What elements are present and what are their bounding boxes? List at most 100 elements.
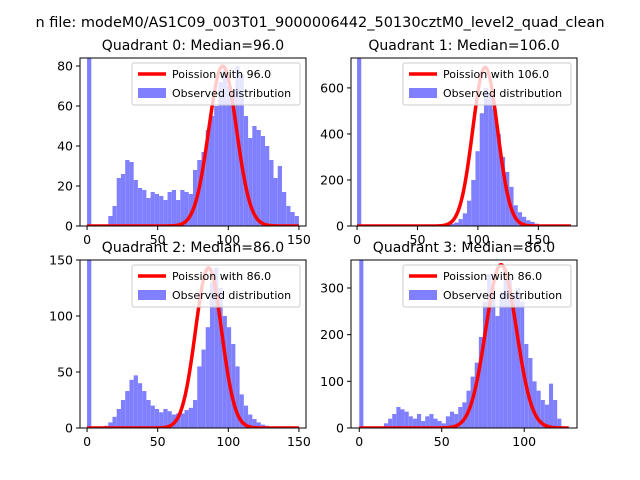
histogram-bar	[142, 190, 147, 226]
histogram-bar	[214, 106, 219, 226]
histogram-bar	[87, 260, 92, 428]
legend-label-poisson: Poission with 96.0	[172, 68, 271, 81]
histogram-bar	[116, 408, 121, 428]
histogram-bar	[462, 213, 468, 226]
histogram-bar	[548, 383, 554, 428]
legend-label-poisson: Poission with 86.0	[172, 270, 271, 283]
histogram-bar	[429, 414, 434, 428]
subplot-grid: 0 50 100 150 0 20 40 60 80 Quadrant 0: Median=96.…	[49, 38, 578, 449]
legend-box	[402, 264, 572, 308]
histogram-bar	[499, 292, 504, 428]
histogram-bar	[108, 422, 113, 428]
histogram-bar	[454, 222, 459, 226]
histogram-bar	[108, 216, 113, 226]
x-tick-label: 150	[287, 434, 311, 449]
y-tick-label: 50	[57, 365, 73, 380]
y-tick-label: 0	[336, 421, 344, 436]
histogram-bar	[239, 74, 244, 226]
histogram-bar	[530, 221, 535, 226]
histogram-bars	[87, 58, 299, 226]
x-tick-label: 50	[434, 434, 450, 449]
legend-patch-swatch	[409, 290, 437, 300]
histogram-bar	[239, 394, 244, 428]
y-tick-label: 0	[65, 421, 73, 436]
y-tick-label: 200	[320, 327, 344, 342]
histogram-bar	[125, 160, 130, 226]
x-tick-label: 50	[150, 232, 166, 247]
histogram-bar	[163, 200, 168, 226]
histogram-bar	[482, 302, 488, 428]
legend: Poission with 96.0 Observed distribution	[131, 62, 301, 106]
histogram-bar	[265, 146, 270, 226]
histogram-bar	[495, 316, 500, 428]
histogram-bar	[536, 390, 541, 428]
histogram-bar	[388, 418, 393, 428]
histogram-bar	[273, 178, 278, 226]
histogram-bar	[478, 337, 483, 428]
axes-frame	[350, 57, 578, 227]
histogram-bar	[256, 130, 261, 226]
legend-label-observed: Observed distribution	[172, 87, 291, 100]
histogram-bar	[171, 190, 177, 226]
histogram-bar	[146, 198, 151, 226]
histogram-bar	[479, 113, 484, 226]
histogram-bar	[137, 383, 143, 428]
y-tick-label: 150	[49, 253, 73, 268]
histogram-bar	[248, 138, 253, 226]
legend: Poission with 106.0 Observed distribution	[402, 62, 572, 106]
histogram-bar	[180, 413, 185, 428]
poisson-curve	[86, 64, 300, 226]
subplot-quadrant-1: 0 50 100 150 0 200 400 600 Quadrant 1: Median=10…	[320, 38, 578, 247]
histogram-bar	[154, 408, 160, 428]
histogram-bar	[449, 411, 455, 428]
histogram-bar	[496, 133, 501, 226]
histogram-bar	[142, 391, 147, 428]
histogram-bar	[290, 212, 295, 226]
histogram-bar	[557, 418, 562, 428]
histogram-bar	[231, 344, 236, 428]
histogram-bar	[433, 418, 438, 428]
x-tick-label: 0	[355, 434, 363, 449]
subplot-title: Quadrant 2: Median=86.0	[102, 240, 284, 256]
histogram-bar	[492, 108, 497, 226]
histogram-bar	[120, 174, 126, 226]
legend-label-observed: Observed distribution	[443, 87, 562, 100]
histogram-bar	[392, 414, 397, 428]
histogram-bar	[553, 400, 558, 428]
subplot-quadrant-0: 0 50 100 150 0 20 40 60 80 Quadrant 0: Median=96.…	[57, 38, 311, 247]
x-tick-label: 0	[353, 232, 361, 247]
histogram-bar	[137, 188, 143, 226]
legend-box	[131, 264, 301, 308]
histogram-bar	[184, 410, 189, 428]
subplot-title: Quadrant 3: Median=86.0	[373, 240, 555, 256]
histogram-bar	[218, 288, 223, 428]
histogram-bar	[252, 126, 257, 226]
histogram-bar	[425, 416, 430, 428]
histogram-bar	[129, 162, 134, 226]
histogram-bar	[201, 349, 206, 428]
y-tick-label: 0	[336, 219, 344, 234]
histogram-bar	[458, 219, 463, 226]
histogram-bar	[150, 405, 155, 428]
histogram-bar	[408, 416, 413, 428]
histogram-bar	[214, 267, 219, 428]
y-tick-label: 0	[65, 219, 73, 234]
histogram-bar	[416, 414, 422, 428]
y-tick-label: 200	[320, 172, 344, 187]
histogram-bar	[129, 379, 134, 428]
histogram-bar	[176, 413, 181, 428]
axes-frame	[79, 259, 307, 429]
histogram-bar	[467, 200, 472, 226]
histogram-bar	[281, 192, 287, 226]
x-tick-label: 50	[410, 232, 426, 247]
histogram-bar	[540, 400, 545, 428]
y-tick-label: 40	[57, 139, 73, 154]
legend-label-poisson: Poission with 106.0	[443, 68, 549, 81]
histogram-bar	[412, 418, 417, 428]
subplot-title: Quadrant 1: Median=106.0	[368, 38, 559, 54]
histogram-bar	[146, 400, 151, 428]
histogram-bar	[544, 404, 549, 428]
histogram-bar	[500, 156, 506, 226]
y-tick-label: 100	[49, 309, 73, 324]
